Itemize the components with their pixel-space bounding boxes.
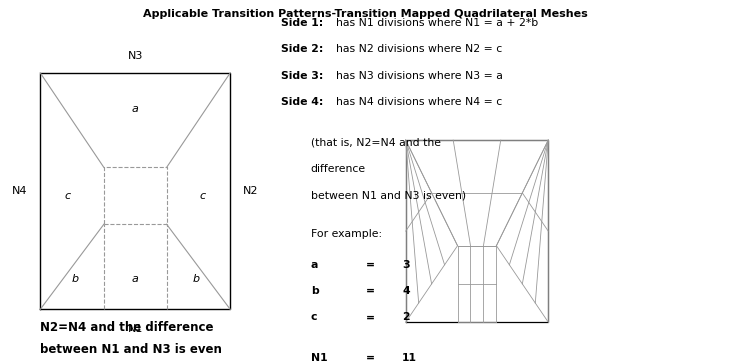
Text: has N2 divisions where N2 = c: has N2 divisions where N2 = c bbox=[336, 44, 502, 54]
Text: 3: 3 bbox=[402, 260, 409, 270]
Text: N1: N1 bbox=[127, 324, 143, 335]
Text: Side 2:: Side 2: bbox=[281, 44, 324, 54]
Text: N2=N4 and the difference: N2=N4 and the difference bbox=[40, 321, 213, 334]
Text: =: = bbox=[366, 353, 374, 363]
Text: between N1 and N3 is even: between N1 and N3 is even bbox=[40, 343, 222, 356]
Text: c: c bbox=[200, 191, 205, 201]
Text: Applicable Transition Patterns-Transition Mapped Quadrilateral Meshes: Applicable Transition Patterns-Transitio… bbox=[143, 9, 588, 19]
Text: c: c bbox=[65, 191, 71, 201]
Text: Side 4:: Side 4: bbox=[281, 97, 324, 107]
Text: 11: 11 bbox=[402, 353, 417, 363]
Text: 2: 2 bbox=[402, 312, 409, 322]
Text: has N4 divisions where N4 = c: has N4 divisions where N4 = c bbox=[336, 97, 502, 107]
Text: N2: N2 bbox=[243, 186, 259, 196]
Text: has N1 divisions where N1 = a + 2*b: has N1 divisions where N1 = a + 2*b bbox=[336, 18, 539, 28]
Text: Side 3:: Side 3: bbox=[281, 71, 324, 80]
Text: 4: 4 bbox=[402, 286, 409, 296]
Text: For example:: For example: bbox=[311, 229, 382, 239]
Text: (that is, N2=N4 and the: (that is, N2=N4 and the bbox=[311, 138, 441, 147]
Text: b: b bbox=[71, 274, 78, 284]
Text: N1: N1 bbox=[311, 353, 327, 363]
Text: Side 1:: Side 1: bbox=[281, 18, 324, 28]
Text: =: = bbox=[366, 312, 374, 322]
Text: a: a bbox=[132, 274, 139, 284]
Text: b: b bbox=[192, 274, 200, 284]
Text: a: a bbox=[311, 260, 318, 270]
Text: c: c bbox=[311, 312, 317, 322]
Text: =: = bbox=[366, 260, 374, 270]
Text: difference: difference bbox=[311, 164, 366, 174]
Text: N4: N4 bbox=[12, 186, 28, 196]
Text: N3: N3 bbox=[127, 51, 143, 62]
Text: a: a bbox=[132, 104, 139, 114]
Text: =: = bbox=[366, 286, 374, 296]
Text: b: b bbox=[311, 286, 319, 296]
Text: between N1 and N3 is even): between N1 and N3 is even) bbox=[311, 190, 466, 200]
Text: has N3 divisions where N3 = a: has N3 divisions where N3 = a bbox=[336, 71, 503, 80]
